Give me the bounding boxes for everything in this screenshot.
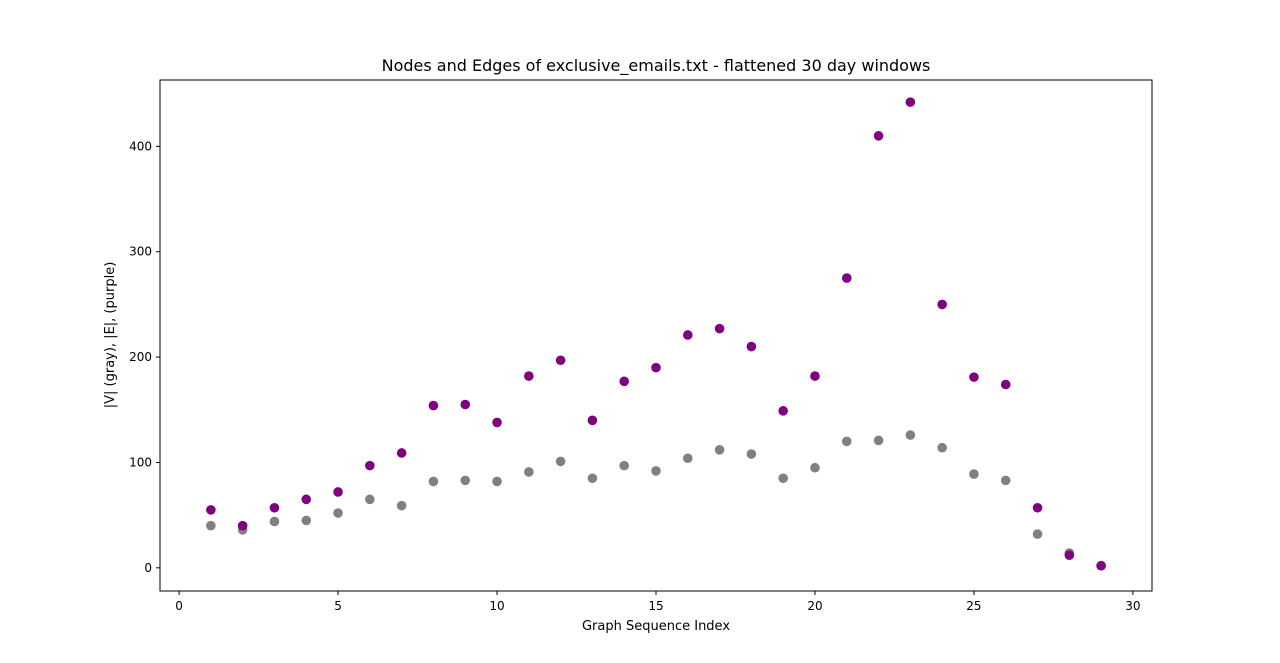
data-point (460, 475, 471, 486)
data-point (810, 462, 820, 473)
data-point (1000, 379, 1011, 390)
data-point (746, 449, 757, 459)
data-point (651, 362, 661, 373)
data-point (619, 376, 630, 387)
data-point (1064, 550, 1075, 560)
data-point (682, 330, 693, 340)
data-point (396, 448, 407, 458)
y-tick-label: 400 (129, 139, 152, 153)
data-point (905, 430, 916, 440)
data-point (206, 505, 216, 515)
data-point (714, 323, 725, 334)
series-gray-nodes (206, 430, 1106, 571)
data-point (492, 476, 502, 487)
data-point (619, 460, 630, 471)
data-point (587, 473, 598, 484)
data-point (841, 273, 852, 283)
data-point (460, 399, 471, 410)
y-tick-label: 100 (129, 455, 152, 469)
y-axis-label: |V| (gray), |E|, (purple) (103, 262, 118, 409)
data-points (206, 97, 1106, 571)
data-point (651, 466, 661, 476)
data-point (555, 456, 566, 467)
chart-title: Nodes and Edges of exclusive_emails.txt … (382, 56, 931, 76)
data-point (237, 520, 248, 531)
data-point (428, 400, 439, 411)
y-tick-label: 200 (129, 350, 152, 364)
data-point (269, 502, 280, 513)
y-tick-label: 300 (129, 245, 152, 259)
x-tick-label: 25 (966, 599, 981, 613)
data-point (778, 473, 788, 484)
data-point (778, 406, 788, 416)
x-tick-label: 30 (1125, 599, 1140, 613)
data-point (1032, 529, 1043, 539)
data-point (428, 476, 439, 487)
data-point (396, 500, 407, 511)
y-tick-label: 0 (144, 561, 152, 575)
data-point (841, 436, 852, 447)
data-point (1032, 502, 1043, 513)
y-axis: 0 100 200 300 400 (129, 139, 160, 575)
data-point (269, 516, 280, 527)
x-tick-label: 20 (807, 599, 822, 613)
data-point (682, 453, 693, 464)
data-point (365, 460, 375, 471)
data-point (1000, 475, 1011, 486)
data-point (206, 520, 216, 531)
data-point (714, 445, 725, 455)
plot-area (159, 79, 1153, 592)
series-purple-edges (206, 97, 1106, 571)
data-point (873, 435, 884, 446)
data-point (301, 494, 312, 505)
data-point (365, 494, 375, 505)
data-point (746, 341, 757, 352)
x-axis-label: Graph Sequence Index (582, 619, 730, 634)
data-point (333, 487, 343, 497)
data-point (905, 97, 916, 107)
data-point (937, 299, 947, 310)
data-point (810, 371, 820, 381)
data-point (524, 371, 534, 381)
data-point (301, 515, 312, 526)
x-tick-label: 15 (648, 599, 663, 613)
x-axis: 0 5 10 15 20 25 30 (175, 591, 1141, 613)
data-point (587, 415, 598, 426)
data-point (969, 469, 979, 479)
x-tick-label: 10 (489, 599, 504, 613)
data-point (333, 508, 343, 518)
x-tick-label: 0 (175, 599, 183, 613)
data-point (555, 355, 566, 366)
data-point (873, 131, 884, 141)
data-point (937, 442, 947, 453)
data-point (1096, 560, 1106, 571)
x-tick-label: 5 (334, 599, 342, 613)
data-point (492, 417, 502, 428)
data-point (524, 467, 534, 477)
data-point (969, 372, 979, 382)
